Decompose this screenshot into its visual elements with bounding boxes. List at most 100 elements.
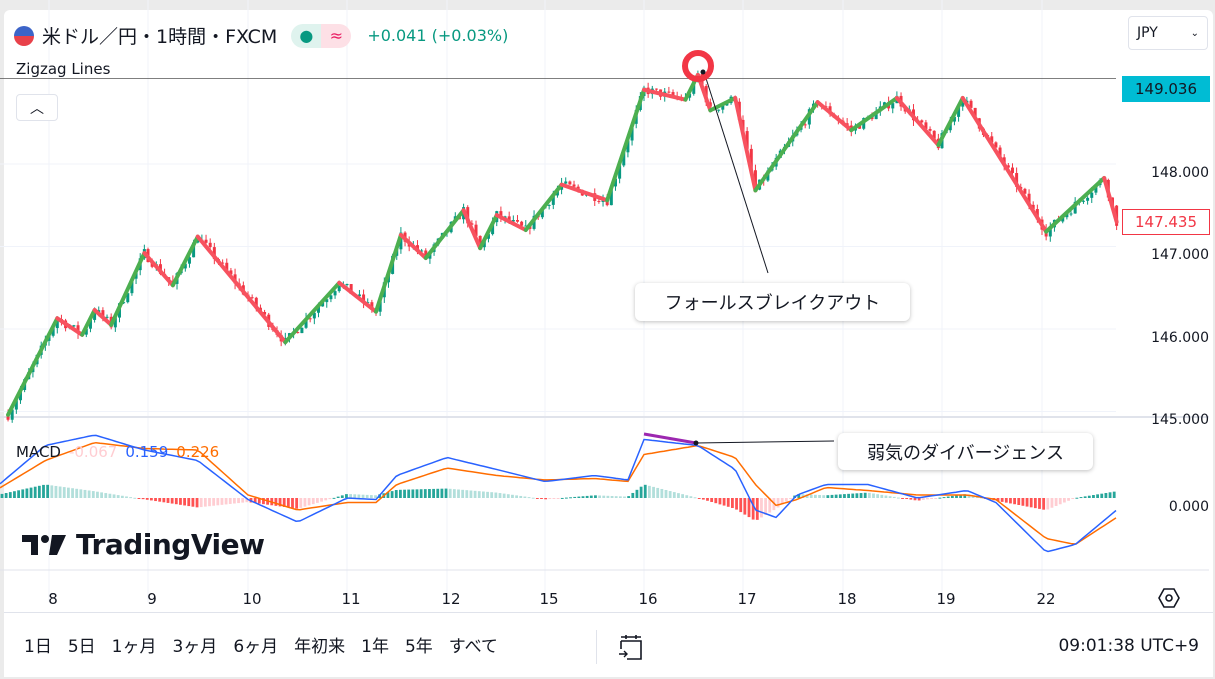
macd-histogram-bar [1029, 498, 1033, 508]
macd-histogram-bar [872, 493, 875, 498]
macd-histogram-bar [797, 494, 801, 498]
macd-histogram-bar [407, 489, 411, 498]
candle [55, 318, 59, 329]
range-button[interactable]: 1ヶ月 [111, 637, 157, 657]
range-button[interactable]: 年初来 [294, 637, 346, 657]
macd-histogram-bar [618, 496, 622, 498]
range-button[interactable]: 1日 [24, 637, 52, 657]
macd-histogram-bar [245, 498, 249, 503]
range-buttons: 1日 5日 1ヶ月 3ヶ月 6ヶ月 年初来 1年 5年 すべて [16, 626, 506, 668]
macd-histogram-bar [423, 489, 427, 498]
candle [325, 299, 329, 303]
macd-histogram-bar [320, 498, 323, 502]
goto-date-icon[interactable] [616, 632, 646, 662]
macd-histogram-bar [67, 487, 70, 498]
macd-histogram-bar [274, 498, 278, 506]
currency-select[interactable]: JPY ⌄ [1128, 16, 1208, 50]
macd-histogram-bar [399, 489, 402, 498]
macd-histogram-bar [13, 491, 16, 498]
candle [329, 295, 333, 300]
indicator-label[interactable]: Zigzag Lines [16, 60, 111, 78]
settings-hex-icon[interactable] [1158, 587, 1180, 609]
candle [597, 200, 601, 202]
macd-histogram-bar [179, 498, 182, 505]
zigzag-segment [733, 96, 758, 193]
chevron-up-icon: ︿ [30, 100, 44, 117]
macd-histogram-bar [888, 496, 892, 498]
range-button[interactable]: 3ヶ月 [172, 637, 218, 657]
range-button[interactable]: すべて [448, 637, 498, 657]
macd-histogram-bar [1021, 498, 1025, 506]
candle [524, 225, 528, 227]
macd-histogram-bar [926, 498, 929, 500]
candle [511, 220, 515, 222]
candle [105, 316, 109, 318]
signal-value: 0.226 [176, 443, 220, 461]
candle [626, 140, 630, 153]
logo-text: TradingView [76, 528, 265, 561]
macd-histogram-bar [299, 498, 303, 508]
candle [1073, 201, 1077, 214]
macd-legend[interactable]: MACD -0.067 0.159 0.226 [16, 443, 219, 461]
time-label: 15 [539, 590, 559, 608]
clock-timezone[interactable]: 09:01:38 UTC+9 [1058, 636, 1199, 656]
callout-pointer [695, 440, 835, 444]
macd-histogram-bar [452, 489, 456, 498]
macd-histogram-bar [303, 498, 307, 507]
macd-histogram-bar [627, 496, 631, 498]
zigzag-segment [6, 316, 60, 417]
time-label: 22 [1036, 590, 1056, 608]
candle [721, 105, 725, 110]
macd-histogram-bar [432, 488, 435, 498]
tradingview-logo[interactable]: TradingView [22, 528, 265, 561]
macd-histogram-bar [610, 496, 614, 498]
candle [994, 142, 998, 148]
range-button[interactable]: 5年 [404, 637, 433, 657]
candle [671, 92, 675, 97]
status-pill[interactable]: ● ≈ [291, 23, 352, 48]
macd-histogram-bar [278, 498, 282, 507]
time-label: 10 [242, 590, 262, 608]
range-button[interactable]: 6ヶ月 [233, 637, 279, 657]
candle [609, 186, 613, 206]
macd-histogram-bar [668, 491, 672, 498]
false-breakout-callout[interactable]: フォールスブレイクアウト [635, 283, 910, 321]
zigzag-segment [708, 96, 738, 113]
candle [507, 216, 511, 222]
collapse-button[interactable]: ︿ [16, 94, 58, 121]
macd-histogram-bar [648, 485, 651, 498]
macd-histogram-bar [598, 495, 601, 498]
macd-histogram-bar [544, 498, 548, 500]
chart-window [4, 10, 1213, 677]
zigzag-segment [55, 316, 85, 337]
range-button[interactable]: 5日 [67, 637, 96, 657]
range-button[interactable]: 1年 [361, 637, 389, 657]
pointer-dot [693, 440, 699, 446]
bearish-divergence-callout[interactable]: 弱気のダイバージェンス [838, 433, 1093, 470]
macd-histogram-bar [120, 495, 124, 498]
callout-pointer [703, 71, 769, 274]
symbol-title[interactable]: 米ドル／円・1時間・FXCM [42, 26, 278, 48]
price-label: 147.000 [1151, 247, 1209, 263]
time-label: 16 [638, 590, 658, 608]
macd-histogram-bar [739, 498, 743, 513]
macd-histogram-bar [950, 495, 954, 498]
macd-histogram-bar [959, 494, 963, 498]
candle [470, 223, 474, 225]
macd-histogram-bar [1092, 495, 1095, 498]
macd-histogram-bar [150, 498, 153, 501]
pointer-dot [700, 69, 706, 75]
macd-histogram-bar [125, 496, 128, 498]
macd-histogram-bar [589, 495, 593, 498]
candle [126, 293, 130, 303]
tradingview-logo-icon [22, 534, 66, 555]
candle [499, 211, 503, 219]
candle [1006, 165, 1010, 168]
macd-histogram-bar [369, 495, 373, 498]
candle [547, 204, 551, 206]
candle [6, 414, 10, 420]
macd-histogram-bar [511, 494, 514, 498]
macd-histogram-bar [33, 486, 37, 498]
macd-histogram-bar [913, 498, 917, 501]
